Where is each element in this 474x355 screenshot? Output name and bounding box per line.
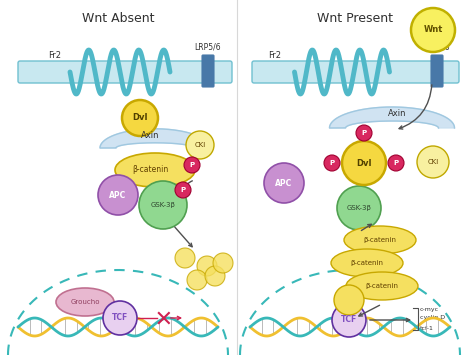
Text: P: P <box>190 162 194 168</box>
Circle shape <box>332 303 366 337</box>
Text: APC: APC <box>275 179 292 187</box>
Text: TCF: TCF <box>112 313 128 322</box>
Circle shape <box>324 155 340 171</box>
Circle shape <box>139 181 187 229</box>
Text: GSK-3β: GSK-3β <box>346 205 372 211</box>
Text: P: P <box>181 187 185 193</box>
Text: Dvl: Dvl <box>356 158 372 168</box>
FancyBboxPatch shape <box>18 61 232 83</box>
Circle shape <box>184 157 200 173</box>
Circle shape <box>213 253 233 273</box>
FancyBboxPatch shape <box>431 55 443 87</box>
Circle shape <box>175 182 191 198</box>
Text: cyclin D: cyclin D <box>420 316 445 321</box>
Circle shape <box>175 248 195 268</box>
Ellipse shape <box>331 249 403 277</box>
Ellipse shape <box>115 153 195 187</box>
Circle shape <box>103 301 137 335</box>
Circle shape <box>122 100 158 136</box>
Ellipse shape <box>56 288 114 316</box>
Text: Fr2: Fr2 <box>268 51 282 60</box>
Text: Fr2: Fr2 <box>48 51 62 60</box>
Text: c-myc: c-myc <box>420 306 439 311</box>
Text: β-catenin: β-catenin <box>132 165 168 175</box>
Ellipse shape <box>346 272 418 300</box>
Polygon shape <box>100 129 210 148</box>
FancyBboxPatch shape <box>202 55 214 87</box>
Text: Wnt: Wnt <box>423 26 443 34</box>
Circle shape <box>356 125 372 141</box>
Text: Groucho: Groucho <box>70 299 100 305</box>
Circle shape <box>186 131 214 159</box>
Ellipse shape <box>344 226 416 254</box>
Circle shape <box>334 285 364 315</box>
Circle shape <box>342 141 386 185</box>
Text: β-catenin: β-catenin <box>365 283 399 289</box>
Text: P: P <box>393 160 399 166</box>
Text: β-catenin: β-catenin <box>364 237 396 243</box>
Text: P: P <box>362 130 366 136</box>
Circle shape <box>337 186 381 230</box>
Circle shape <box>417 146 449 178</box>
FancyBboxPatch shape <box>252 61 459 83</box>
Text: Wnt Absent: Wnt Absent <box>82 12 154 25</box>
Circle shape <box>388 155 404 171</box>
Polygon shape <box>329 107 455 128</box>
Circle shape <box>197 256 217 276</box>
Text: β-catenin: β-catenin <box>350 260 383 266</box>
Circle shape <box>264 163 304 203</box>
Text: Axin: Axin <box>141 131 159 141</box>
Circle shape <box>205 266 225 286</box>
Text: APC: APC <box>109 191 127 200</box>
Text: CKI: CKI <box>428 159 438 165</box>
Text: CKI: CKI <box>194 142 206 148</box>
Text: LRP5/6: LRP5/6 <box>424 43 450 52</box>
Text: Wnt Present: Wnt Present <box>317 12 393 25</box>
Text: GSK-3β: GSK-3β <box>151 202 175 208</box>
Circle shape <box>98 175 138 215</box>
Text: Axin: Axin <box>388 109 406 119</box>
Circle shape <box>411 8 455 52</box>
Text: TCF: TCF <box>341 316 357 324</box>
Text: P: P <box>329 160 335 166</box>
Text: Dvl: Dvl <box>132 114 148 122</box>
Text: tcf-1: tcf-1 <box>420 327 434 332</box>
Text: LRP5/6: LRP5/6 <box>195 43 221 52</box>
Circle shape <box>187 270 207 290</box>
